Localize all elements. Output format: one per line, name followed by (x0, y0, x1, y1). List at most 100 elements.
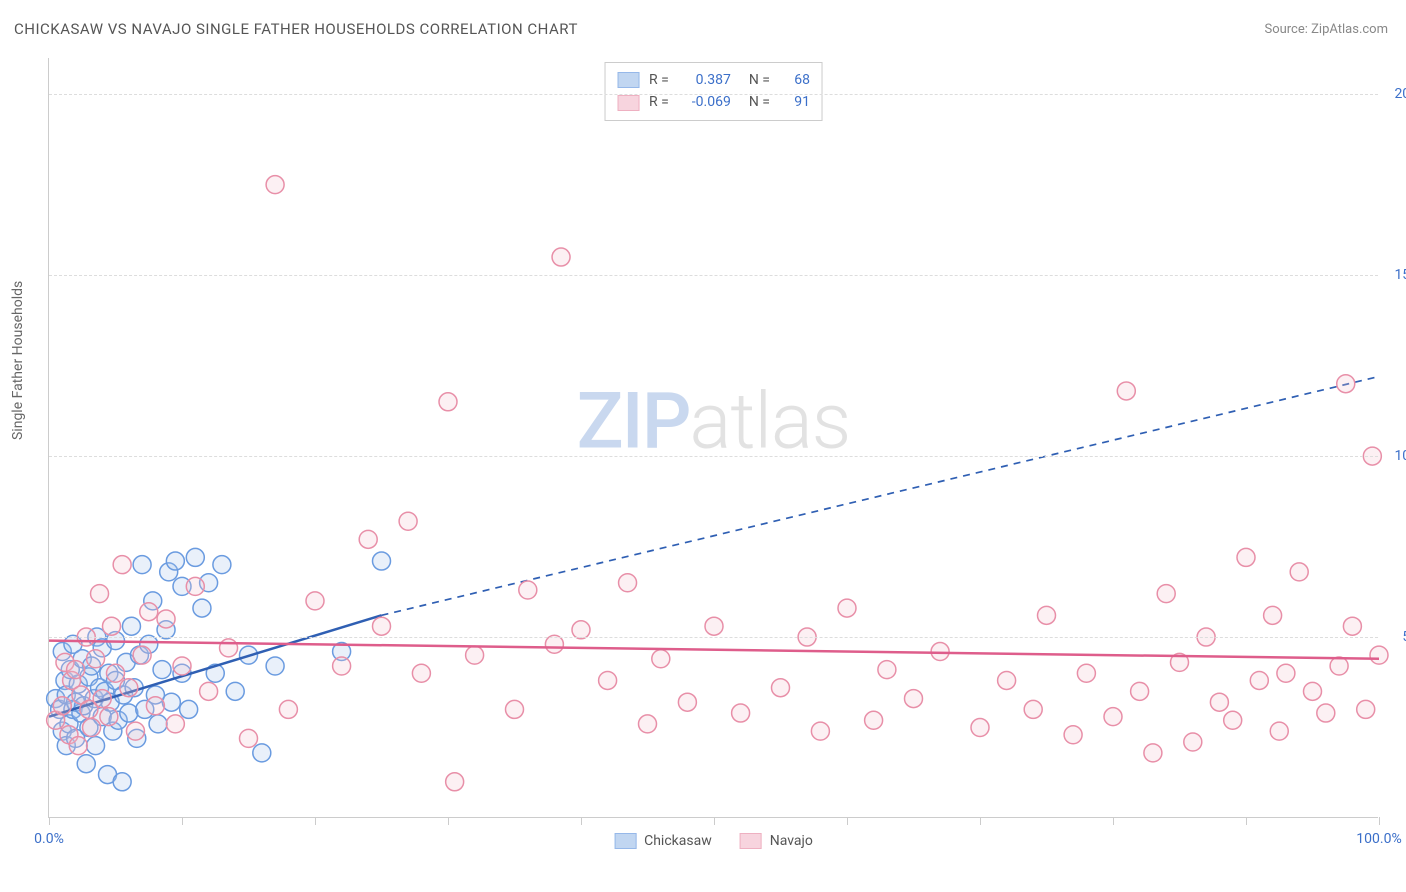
data-point (599, 671, 617, 689)
data-point (811, 722, 829, 740)
data-point (166, 552, 184, 570)
data-point (1343, 617, 1361, 635)
x-tick-label: 0.0% (34, 831, 64, 847)
data-point (240, 729, 258, 747)
gridline (49, 637, 1378, 638)
x-tick (714, 817, 715, 825)
data-point (140, 603, 158, 621)
data-point (146, 697, 164, 715)
x-tick (49, 817, 50, 825)
data-point (1131, 682, 1149, 700)
data-point (619, 574, 637, 592)
data-point (439, 393, 457, 411)
data-point (519, 581, 537, 599)
y-tick-label: 20.0% (1394, 86, 1406, 102)
data-point (279, 700, 297, 718)
gridline (49, 94, 1378, 95)
series-legend: Chickasaw Navajo (614, 833, 813, 849)
y-tick-label: 10.0% (1394, 448, 1406, 464)
source-link[interactable]: ZipAtlas.com (1311, 22, 1388, 37)
data-point (113, 556, 131, 574)
data-point (1184, 733, 1202, 751)
data-point (705, 617, 723, 635)
data-point (69, 737, 87, 755)
data-point (180, 700, 198, 718)
data-point (53, 697, 71, 715)
legend-item: Navajo (740, 833, 813, 849)
data-point (253, 744, 271, 762)
data-point (1224, 711, 1242, 729)
data-point (446, 773, 464, 791)
legend-label: Chickasaw (644, 833, 712, 849)
data-point (1277, 664, 1295, 682)
data-point (1304, 682, 1322, 700)
data-point (149, 715, 167, 733)
data-point (153, 661, 171, 679)
x-tick (847, 817, 848, 825)
x-tick (980, 817, 981, 825)
legend-r-label: R = (649, 69, 669, 91)
data-point (678, 693, 696, 711)
data-point (220, 639, 238, 657)
plot-area: ZIPatlas R =0.387N =68R =-0.069N =91 Chi… (48, 58, 1378, 818)
data-point (173, 657, 191, 675)
data-point (652, 650, 670, 668)
legend-r-value: 0.387 (679, 69, 731, 91)
data-point (1270, 722, 1288, 740)
data-point (838, 599, 856, 617)
data-point (412, 664, 430, 682)
x-tick (1113, 817, 1114, 825)
data-point (200, 682, 218, 700)
data-point (87, 650, 105, 668)
x-tick (182, 817, 183, 825)
chart-title: CHICKASAW VS NAVAJO SINGLE FATHER HOUSEH… (14, 20, 578, 38)
data-point (1290, 563, 1308, 581)
data-point (1330, 657, 1348, 675)
legend-swatch (617, 72, 639, 88)
data-point (971, 719, 989, 737)
correlation-legend: R =0.387N =68R =-0.069N =91 (604, 62, 823, 121)
x-tick (1246, 817, 1247, 825)
gridline (49, 275, 1378, 276)
data-point (103, 617, 121, 635)
data-point (1038, 606, 1056, 624)
x-tick (581, 817, 582, 825)
data-point (93, 690, 111, 708)
data-point (67, 661, 85, 679)
gridline (49, 456, 1378, 457)
data-point (1157, 585, 1175, 603)
legend-swatch (740, 833, 762, 849)
data-point (1337, 375, 1355, 393)
data-point (878, 661, 896, 679)
data-point (1117, 382, 1135, 400)
x-tick (448, 817, 449, 825)
legend-swatch (617, 95, 639, 111)
data-point (1144, 744, 1162, 762)
data-point (552, 248, 570, 266)
legend-row: R =0.387N =68 (617, 69, 810, 91)
data-point (359, 530, 377, 548)
legend-n-value: 68 (780, 69, 810, 91)
data-point (186, 577, 204, 595)
data-point (100, 708, 118, 726)
source-attribution: Source: ZipAtlas.com (1264, 22, 1388, 37)
data-point (865, 711, 883, 729)
data-point (107, 664, 125, 682)
data-point (122, 617, 140, 635)
data-point (1104, 708, 1122, 726)
data-point (1264, 606, 1282, 624)
data-point (133, 556, 151, 574)
data-point (905, 690, 923, 708)
data-point (772, 679, 790, 697)
y-axis-label: Single Father Households (10, 281, 26, 440)
data-point (166, 715, 184, 733)
legend-item: Chickasaw (614, 833, 712, 849)
correlation-chart: CHICKASAW VS NAVAJO SINGLE FATHER HOUSEH… (0, 0, 1406, 892)
x-tick-label: 100.0% (1356, 831, 1401, 847)
data-point (466, 646, 484, 664)
trend-line-extrapolated (382, 376, 1380, 615)
data-point (373, 552, 391, 570)
data-point (399, 512, 417, 530)
data-point (193, 599, 211, 617)
data-point (639, 715, 657, 733)
